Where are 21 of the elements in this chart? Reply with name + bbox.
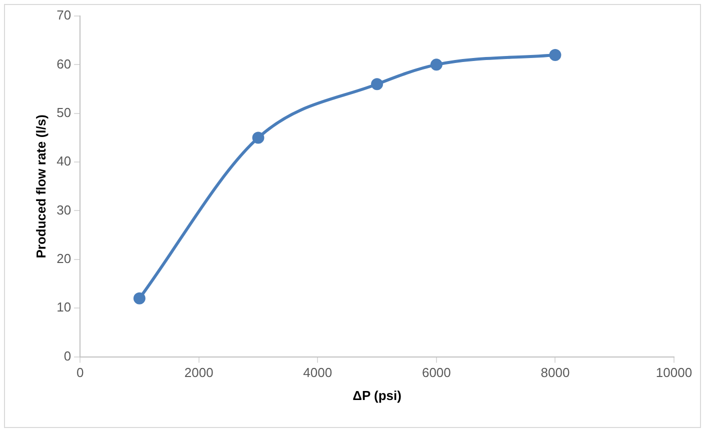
y-tick-label: 40	[56, 154, 72, 169]
point	[430, 58, 442, 71]
x-tick-label: 2000	[184, 365, 214, 380]
x-tick-label: 10000	[656, 365, 692, 380]
y-tick-label: 10	[56, 300, 72, 315]
x-axis-title: ΔP (psi)	[352, 388, 402, 403]
y-tick-label: 70	[56, 8, 72, 23]
x-tick-label: 6000	[422, 365, 451, 380]
x-tick-label: 4000	[303, 365, 332, 380]
y-tick-label: 60	[56, 56, 72, 72]
x-tick-label: 8000	[540, 365, 570, 380]
point	[371, 78, 384, 90]
point	[252, 132, 264, 144]
y-tick-label: 50	[56, 104, 72, 120]
point	[549, 48, 562, 61]
y-tick-label: 0	[64, 348, 72, 364]
y-tick-label: 30	[56, 202, 72, 218]
point	[133, 292, 146, 304]
y-tick-label: 20	[56, 251, 72, 266]
y-axis-title: Produced flow rate (l/s)	[33, 114, 48, 258]
x-tick-label: 0	[76, 365, 84, 380]
